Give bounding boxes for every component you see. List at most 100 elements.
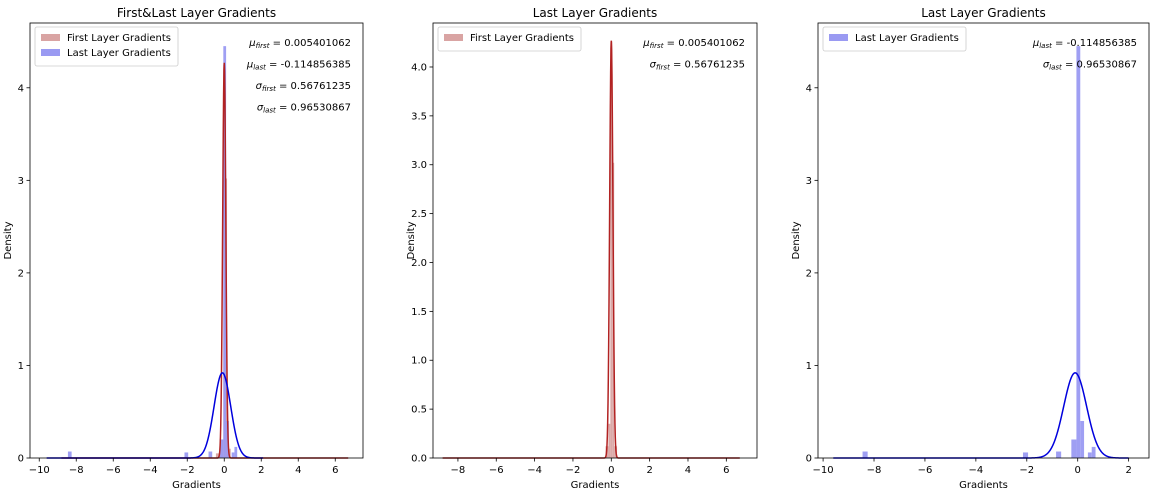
x-axis-label: Gradients <box>571 480 620 491</box>
kde-line <box>833 372 1129 459</box>
stat-subscript: last <box>263 107 276 115</box>
histogram-bar <box>208 451 213 458</box>
y-axis-label: Density <box>406 221 417 259</box>
kde-line <box>442 40 740 459</box>
y-tick-label: 0.5 <box>411 405 427 416</box>
histogram-bar <box>608 423 611 458</box>
legend-box <box>437 26 582 52</box>
stat-symbol: μ <box>642 38 649 49</box>
histogram-bar <box>1087 452 1092 458</box>
x-tick-label: −2 <box>180 465 195 476</box>
x-tick-label: −6 <box>918 465 933 476</box>
x-axis-label: Gradients <box>172 480 221 491</box>
x-tick-label: 2 <box>646 465 652 476</box>
x-tick-label: 2 <box>1125 465 1131 476</box>
y-tick-label: 3.5 <box>411 111 427 122</box>
histogram-bar <box>1056 451 1062 458</box>
kde-line <box>61 62 349 459</box>
x-tick-label: 0 <box>1075 465 1081 476</box>
x-tick-label: −4 <box>968 465 983 476</box>
x-tick-label: −2 <box>566 465 581 476</box>
legend-swatch <box>41 34 60 41</box>
stat-annotation: σlast = 0.96530867 <box>1043 60 1137 72</box>
stat-annotation: σfirst = 0.56761235 <box>256 81 351 93</box>
y-tick-label: 1 <box>806 361 812 372</box>
histogram-bar <box>1071 439 1077 458</box>
histogram-bar <box>1022 452 1029 458</box>
x-tick-label: −2 <box>1019 465 1034 476</box>
stat-subscript: first <box>262 85 276 93</box>
x-axis-label: Gradients <box>959 480 1008 491</box>
histogram-bar <box>223 46 227 458</box>
y-tick-label: 4.0 <box>411 62 427 73</box>
x-tick-label: 0 <box>608 465 614 476</box>
x-tick-label: −4 <box>143 465 158 476</box>
y-tick-label: 1 <box>18 361 24 372</box>
legend-box <box>34 26 179 67</box>
y-tick-label: 0 <box>806 454 812 465</box>
stat-subscript: last <box>1039 42 1052 50</box>
legend-swatch <box>829 34 848 41</box>
x-tick-label: 6 <box>332 465 338 476</box>
histogram-bar <box>231 452 235 458</box>
stat-symbol: σ <box>650 60 657 71</box>
stat-symbol: μ <box>1032 38 1039 49</box>
legend: First Layer Gradients Last Layer Gradient… <box>34 26 179 67</box>
histogram-bar <box>184 452 189 458</box>
histogram-bar <box>1080 420 1085 458</box>
stat-value: = -0.114856385 <box>1052 38 1137 49</box>
y-tick-label: 1.0 <box>411 356 427 367</box>
stat-subscript: first <box>256 42 270 50</box>
stat-value: = 0.56761235 <box>276 81 351 92</box>
stat-value: = 0.005401062 <box>663 38 745 49</box>
histogram-bar <box>1091 446 1096 458</box>
y-axis-label: Density <box>3 221 14 259</box>
histogram-bar <box>610 41 613 459</box>
chart-title: First&Last Layer Gradients <box>117 6 276 20</box>
y-tick-label: 4 <box>18 83 24 94</box>
x-tick-label: 4 <box>295 465 301 476</box>
stat-symbol: μ <box>246 60 253 71</box>
kde-line <box>46 372 264 459</box>
x-tick-label: −6 <box>106 465 121 476</box>
stat-annotation: μlast = -0.114856385 <box>1032 38 1137 50</box>
y-tick-label: 2 <box>806 268 812 279</box>
x-tick-label: 0 <box>221 465 227 476</box>
chart-title: Last Layer Gradients <box>533 6 658 20</box>
x-tick-label: 2 <box>258 465 264 476</box>
subplot-1: −10 −8 −6 −4 −2 0 2 4 6 0 1 2 3 4 First&Last Layer Gra… <box>3 6 364 491</box>
x-tick-label: −10 <box>29 465 50 476</box>
legend-box <box>822 26 967 52</box>
y-tick-label: 3 <box>806 176 812 187</box>
y-tick-label: 3 <box>18 176 24 187</box>
legend-swatch <box>444 34 463 41</box>
stat-annotation: σfirst = 0.56761235 <box>650 60 745 72</box>
legend: First Layer Gradients <box>437 26 582 52</box>
x-tick-label: 6 <box>723 465 729 476</box>
y-tick-label: 3.0 <box>411 160 427 171</box>
x-tick-label: −10 <box>813 465 834 476</box>
stat-subscript: last <box>253 64 266 72</box>
stat-value: = 0.56761235 <box>670 60 745 71</box>
histogram-bar <box>234 446 238 458</box>
axes-frame <box>29 22 364 459</box>
legend: Last Layer Gradients <box>822 26 967 52</box>
x-tick-label: −4 <box>527 465 542 476</box>
stat-symbol: σ <box>257 103 264 114</box>
stat-symbol: σ <box>1043 60 1050 71</box>
legend-swatch <box>41 49 60 56</box>
stat-annotation: μfirst = 0.005401062 <box>642 38 745 50</box>
histogram-bar <box>215 453 221 458</box>
subplot-2: −8 −6 −4 −2 0 2 4 6 0.0 0.5 1.0 1.5 2.0 2.5 3.0 3.5 4.0 L… <box>406 6 758 491</box>
stat-annotation: σlast = 0.96530867 <box>257 103 351 115</box>
histogram-bar <box>862 451 868 458</box>
stat-subscript: first <box>656 64 670 72</box>
y-tick-label: 0.0 <box>411 454 427 465</box>
stat-subscript: last <box>1049 64 1062 72</box>
chart-title: Last Layer Gradients <box>921 6 1046 20</box>
stat-value: = 0.005401062 <box>269 38 351 49</box>
stat-annotation: μlast = -0.114856385 <box>246 60 351 72</box>
